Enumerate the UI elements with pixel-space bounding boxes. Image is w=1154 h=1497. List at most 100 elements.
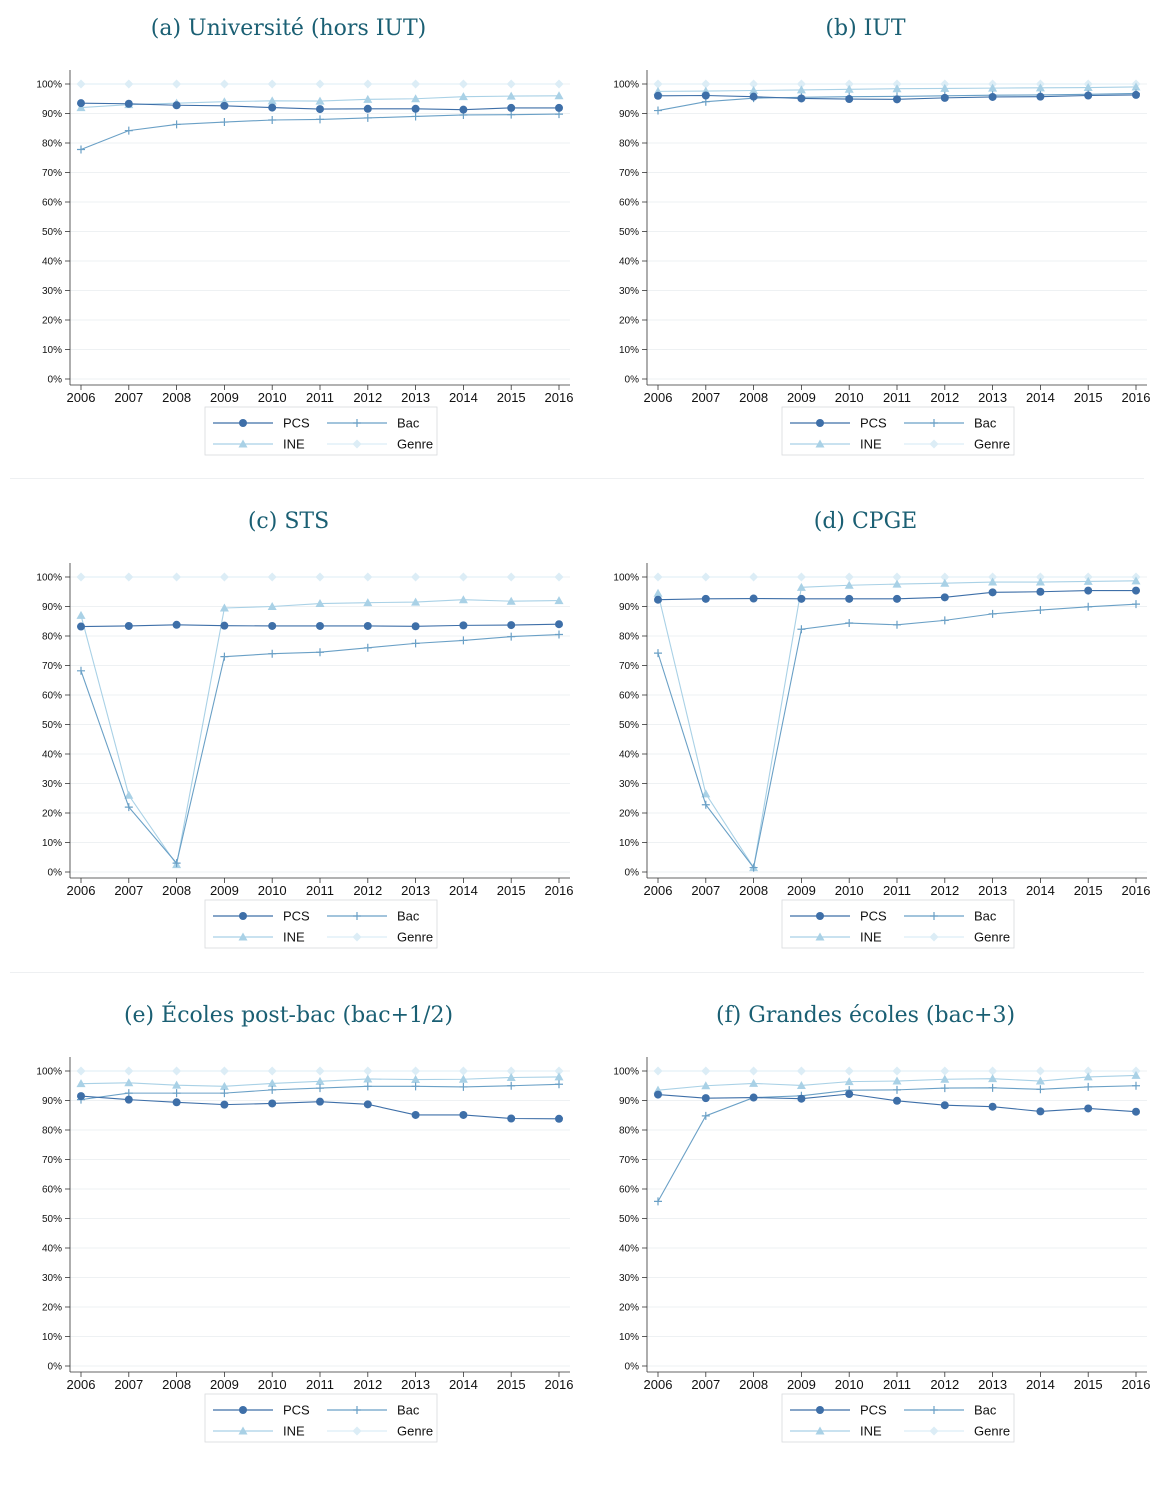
data-point-ine (458, 595, 468, 604)
data-point-genre (124, 1066, 134, 1076)
data-point-bac (1084, 602, 1093, 611)
series-genre (76, 1066, 564, 1076)
x-tick-label: 2009 (210, 883, 239, 898)
x-tick-label: 2007 (114, 1377, 143, 1392)
x-tick-label: 2007 (691, 390, 720, 405)
y-tick-label: 100% (613, 1067, 639, 1078)
x-tick-label: 2014 (1026, 1377, 1055, 1392)
data-point-bac (172, 120, 181, 129)
legend-marker-bac (353, 419, 361, 427)
data-point-pcs (507, 103, 516, 112)
legend: PCS Bac INE Genre (204, 899, 438, 949)
data-point-ine (796, 85, 806, 94)
legend: PCS Bac INE Genre (781, 899, 1015, 949)
series-pcs (77, 99, 563, 114)
data-point-bac (940, 1084, 949, 1093)
y-tick-label: 70% (42, 1155, 62, 1166)
data-point-ine (554, 596, 564, 605)
data-point-ine (1035, 1076, 1045, 1085)
data-point-genre (315, 572, 325, 582)
data-point-ine (76, 1079, 86, 1088)
data-point-genre (76, 1066, 86, 1076)
series-bac (77, 110, 563, 154)
data-point-ine (124, 1078, 134, 1087)
series-bac (654, 600, 1140, 872)
data-point-pcs (988, 1102, 997, 1111)
data-point-ine (940, 1074, 950, 1083)
x-tick-label: 2014 (449, 1377, 478, 1392)
row-separator (10, 478, 1144, 479)
data-point-pcs (507, 1114, 516, 1123)
legend-label-genre: Genre (974, 437, 1010, 452)
data-point-pcs (1036, 587, 1045, 596)
legend-label-genre: Genre (397, 1424, 433, 1439)
legend-label-pcs: PCS (860, 416, 887, 431)
grid: 0% 10% 20% 30% 40% 50% 60% 70% 80% 90% 100% (36, 1067, 570, 1373)
data-point-bac (845, 619, 854, 628)
grid: 0% 10% 20% 30% 40% 50% 60% 70% 80% 90% 100% (36, 80, 570, 386)
data-point-genre (554, 572, 564, 582)
y-tick-label: 70% (42, 661, 62, 672)
data-point-bac (988, 609, 997, 618)
data-point-bac (940, 616, 949, 625)
data-point-pcs (555, 103, 563, 112)
data-point-ine (219, 1081, 229, 1090)
data-point-ine (411, 94, 421, 103)
data-point-genre (172, 79, 182, 89)
data-point-bac (701, 800, 710, 809)
legend-marker-genre (352, 1426, 362, 1436)
series-pcs (654, 586, 1140, 604)
data-point-ine (506, 91, 516, 100)
data-point-pcs (77, 1092, 85, 1101)
x-tick-label: 2016 (545, 390, 574, 405)
data-point-pcs (1132, 1107, 1140, 1116)
data-point-pcs (988, 92, 997, 101)
x-tick-label: 2009 (787, 390, 816, 405)
data-point-genre (124, 79, 134, 89)
legend-label-genre: Genre (974, 1424, 1010, 1439)
grid: 0% 10% 20% 30% 40% 50% 60% 70% 80% 90% 100% (36, 573, 570, 879)
x-tick-label: 2008 (739, 883, 768, 898)
data-point-bac (363, 113, 372, 122)
data-point-genre (411, 1066, 421, 1076)
data-point-bac (893, 1085, 901, 1094)
y-tick-label: 0% (625, 868, 640, 879)
chart-panel-5: (e) Écoles post-bac (bac+1/2) 0% 10% 20% 30%… (0, 987, 577, 1480)
data-point-ine (844, 1077, 854, 1086)
x-tick-label: 2006 (644, 883, 673, 898)
data-point-bac (459, 1082, 468, 1091)
x-tick-label: 2008 (739, 1377, 768, 1392)
x-tick-label: 2015 (497, 390, 526, 405)
chart-panel-3: (c) STS 0% 10% 20% 30% 40% 50% 60% 70% 80% 90% 100%… (0, 493, 577, 986)
chart-svg: 0% 10% 20% 30% 40% 50% 60% 70% 80% 90% 100% 2006 200… (36, 1057, 573, 1443)
series-genre (653, 1066, 1141, 1076)
grid: 0% 10% 20% 30% 40% 50% 60% 70% 80% 90% 100% (613, 1067, 1147, 1373)
data-point-bac (459, 636, 468, 645)
data-point-genre (172, 572, 182, 582)
data-point-pcs (893, 594, 901, 603)
legend-label-pcs: PCS (860, 909, 887, 924)
x-tick-label: 2013 (978, 1377, 1007, 1392)
data-point-genre (219, 79, 229, 89)
legend-marker-genre (352, 932, 362, 942)
data-point-genre (844, 79, 854, 89)
data-point-pcs (797, 1094, 806, 1103)
data-point-ine (1083, 576, 1093, 585)
data-point-ine (267, 1078, 277, 1087)
y-tick-label: 100% (36, 573, 62, 584)
data-point-genre (796, 572, 806, 582)
y-tick-label: 50% (42, 227, 62, 238)
legend-label-genre: Genre (397, 437, 433, 452)
data-point-genre (988, 1066, 998, 1076)
data-point-genre (506, 79, 516, 89)
series-genre (76, 79, 564, 89)
y-tick-label: 30% (619, 1273, 639, 1284)
data-point-pcs (77, 622, 85, 631)
x-tick-label: 2010 (258, 390, 287, 405)
data-point-pcs (555, 620, 563, 629)
chart-panel-2: (b) IUT 0% 10% 20% 30% 40% 50% 60% 70% 80% 90% 100%… (577, 0, 1154, 493)
data-point-pcs (1036, 1107, 1045, 1116)
data-point-ine (458, 1074, 468, 1083)
data-point-ine (219, 603, 229, 612)
chart-svg: 0% 10% 20% 30% 40% 50% 60% 70% 80% 90% 100% 2006 200… (613, 1057, 1150, 1443)
